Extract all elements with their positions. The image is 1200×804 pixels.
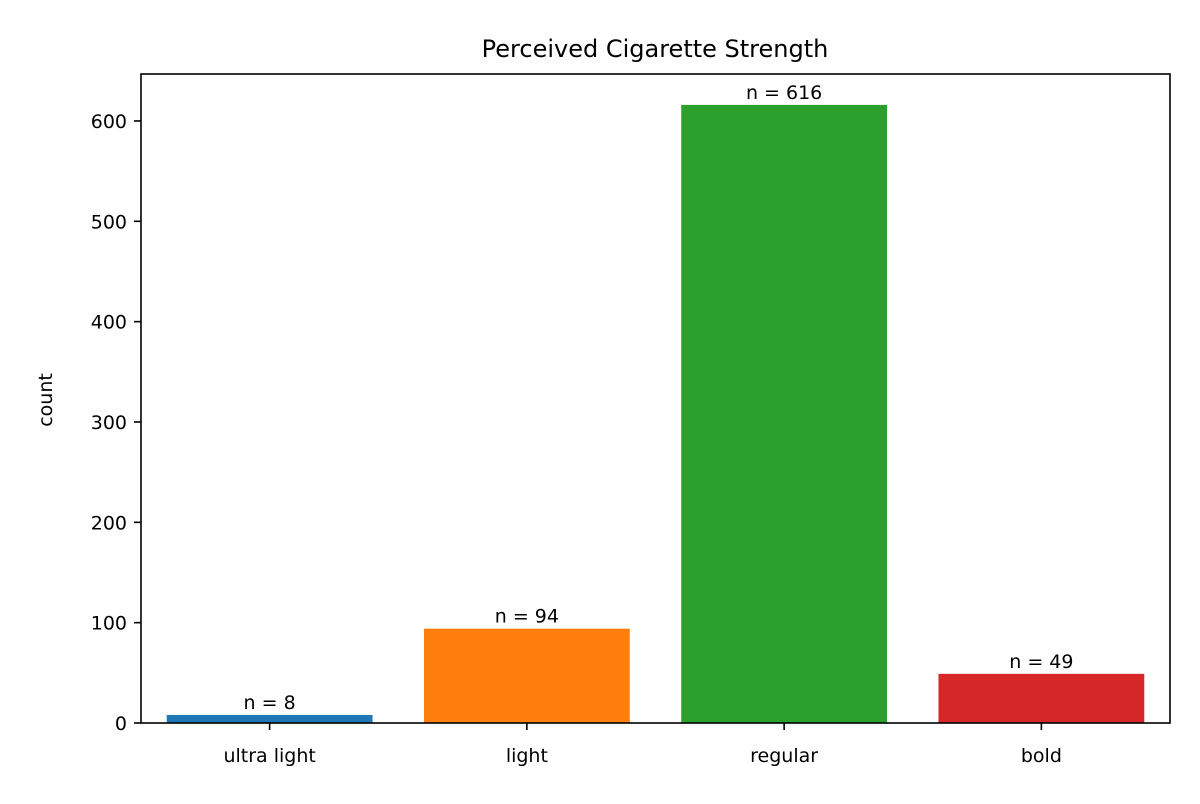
data-label: n = 616 [746,82,822,104]
y-tick-label: 200 [91,512,127,534]
x-tick-label: regular [750,745,818,767]
x-tick-label: light [506,745,548,767]
y-tick-label: 400 [91,312,127,334]
data-labels-group: n = 8 n = 94 n = 616 n = 49 [244,82,1074,714]
bar-light [423,628,630,723]
bar-regular [681,104,888,723]
x-tick-label: bold [1021,745,1062,767]
y-tick-label: 0 [115,713,127,735]
plot-frame [140,73,1171,724]
data-label: n = 49 [1009,651,1073,673]
y-tick-label: 100 [91,613,127,635]
y-tick-label: 600 [91,111,127,133]
x-tick-label: ultra light [223,745,315,767]
bars-group [166,104,1145,723]
x-axis: ultra light light regular bold [223,723,1062,767]
chart-title: Perceived Cigarette Strength [482,35,829,63]
bar-bold [938,673,1145,723]
bar-ultra-light [166,714,373,723]
y-tick-label: 300 [91,412,127,434]
y-axis: 0 100 200 300 400 500 600 [91,111,141,735]
data-label: n = 94 [495,606,559,628]
y-axis-label: count [35,373,57,427]
y-tick-label: 500 [91,211,127,233]
data-label: n = 8 [244,692,296,714]
